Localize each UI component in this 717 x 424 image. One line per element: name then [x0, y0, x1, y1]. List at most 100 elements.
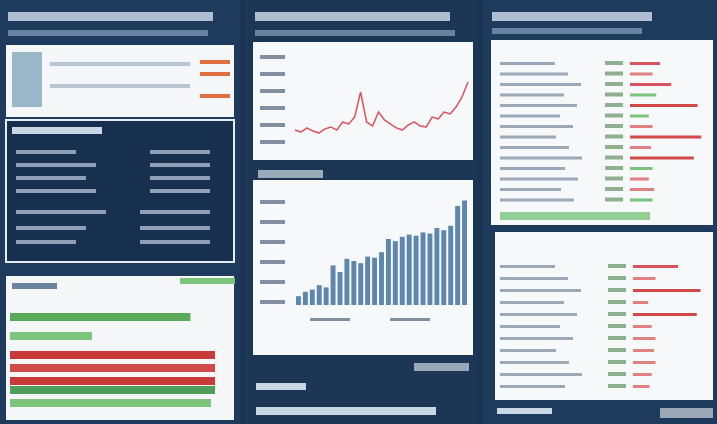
row-text — [500, 385, 565, 388]
bar — [630, 135, 702, 139]
row-text — [500, 325, 560, 328]
row-text — [500, 198, 574, 202]
bar — [633, 385, 650, 388]
bar — [316, 285, 322, 305]
bar — [630, 93, 657, 97]
row-text — [500, 146, 569, 149]
icon — [12, 52, 42, 107]
row-value — [608, 348, 626, 352]
bar — [372, 257, 378, 305]
summary-text — [500, 212, 650, 220]
bar — [633, 289, 701, 292]
row-value — [605, 124, 623, 128]
bar — [344, 258, 350, 305]
row-text — [500, 277, 568, 280]
bar — [351, 261, 357, 305]
row-value — [605, 166, 623, 170]
accent — [200, 72, 230, 76]
line-series — [294, 81, 469, 134]
bar — [630, 188, 654, 191]
button[interactable] — [414, 363, 469, 371]
bar — [633, 373, 652, 376]
row-value — [605, 134, 623, 139]
row-text — [500, 177, 578, 181]
bar — [633, 337, 656, 340]
row-text — [500, 313, 577, 316]
row-value — [605, 92, 623, 97]
row-value — [608, 372, 626, 376]
bar — [630, 146, 651, 149]
row-value — [605, 113, 623, 118]
row-value — [608, 360, 626, 364]
row-text — [500, 289, 581, 292]
bar — [630, 72, 653, 76]
bar — [337, 272, 343, 305]
row-value — [605, 145, 623, 149]
subheader-text — [8, 30, 208, 36]
header-text — [492, 12, 652, 21]
bar — [296, 296, 301, 305]
panel-title — [12, 127, 102, 134]
bar — [399, 236, 405, 305]
bar — [365, 256, 371, 305]
bars-panel — [6, 276, 234, 420]
bar — [420, 232, 426, 305]
row-value — [608, 324, 626, 328]
bar — [309, 289, 315, 305]
bar — [10, 364, 215, 372]
row-value — [605, 82, 623, 86]
row-value — [608, 336, 626, 340]
axis-text — [260, 55, 430, 321]
bar — [358, 263, 364, 305]
row-text — [500, 62, 555, 65]
bar — [379, 252, 384, 305]
row-text — [500, 337, 573, 340]
bar — [10, 313, 191, 321]
bar — [633, 361, 656, 364]
bar — [630, 125, 653, 128]
bar — [302, 291, 308, 305]
row-text — [500, 265, 555, 268]
row-text — [500, 167, 565, 170]
text-line — [50, 84, 190, 88]
row-text — [500, 104, 577, 107]
list-rows — [16, 150, 210, 244]
bar — [385, 239, 391, 305]
row-value — [605, 187, 623, 191]
row-text — [500, 301, 564, 304]
bar — [406, 234, 412, 305]
bar — [633, 265, 678, 268]
bar — [434, 228, 440, 305]
row-text — [500, 156, 582, 160]
row-value — [608, 276, 626, 280]
footer-text — [256, 407, 436, 415]
row-text — [500, 93, 564, 97]
row-value — [608, 264, 626, 268]
bar — [630, 62, 660, 65]
row-text — [500, 72, 568, 76]
accent — [200, 60, 230, 64]
footer-text — [497, 408, 552, 414]
bar — [633, 349, 654, 352]
bar — [462, 200, 467, 305]
bar — [10, 332, 92, 340]
row-value — [605, 61, 623, 65]
bar — [10, 399, 211, 407]
bar — [633, 325, 652, 328]
bar — [455, 206, 461, 305]
card-title — [258, 170, 323, 178]
bar — [633, 301, 648, 304]
accent — [200, 94, 230, 98]
row-value — [605, 155, 623, 160]
subheader-text — [492, 28, 642, 34]
bar — [413, 235, 419, 305]
header-text — [8, 12, 213, 21]
bar — [392, 241, 398, 305]
row-value — [608, 300, 626, 304]
table-card — [491, 40, 713, 225]
button[interactable] — [660, 408, 713, 418]
row-value — [608, 312, 626, 316]
row-text — [500, 114, 560, 118]
bar — [630, 114, 649, 118]
